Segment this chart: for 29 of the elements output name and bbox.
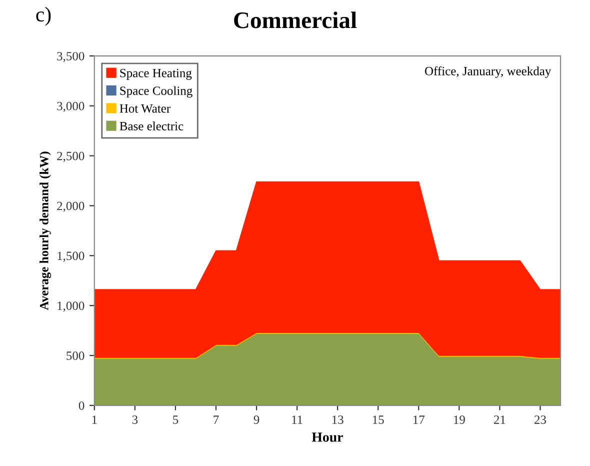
y-tick-label: 3,000: [57, 102, 84, 112]
x-tick-label: 21: [494, 416, 506, 424]
y-tick-label: 1,000: [58, 302, 84, 312]
x-tick-label: 9: [254, 416, 260, 424]
x-tick-label: 1: [92, 416, 97, 424]
y-tick-label: 3,500: [57, 52, 84, 62]
x-tick-label: 19: [454, 416, 465, 424]
y-tick-label: 2,000: [57, 202, 84, 212]
legend-label: Space Heating: [120, 68, 192, 80]
y-tick-label: 0: [78, 401, 84, 410]
legend-label: Base electric: [120, 122, 184, 130]
x-axis-title: Hour: [312, 432, 343, 442]
x-tick-label: 23: [534, 416, 546, 424]
x-tick-label: 17: [413, 416, 425, 424]
x-tick-label: 13: [332, 416, 344, 424]
x-tick-label: 3: [132, 416, 138, 424]
y-tick-label: 500: [66, 352, 84, 360]
x-tick-label: 5: [173, 416, 178, 424]
y-tick-label: 2,500: [57, 152, 84, 162]
x-tick-label: 7: [214, 416, 219, 424]
chart-title: Commercial: [234, 12, 357, 28]
text: c): [36, 6, 51, 26]
annotation: Office, January, weekday: [425, 66, 552, 78]
y-tick-label: 1,500: [58, 252, 84, 262]
x-tick-label: 15: [372, 416, 384, 424]
legend-label: Hot Water: [120, 104, 170, 113]
x-tick-label: 11: [292, 416, 302, 424]
y-axis-title: Average hourly demand (kW): [40, 152, 51, 310]
legend-label: Space Cooling: [120, 86, 192, 98]
